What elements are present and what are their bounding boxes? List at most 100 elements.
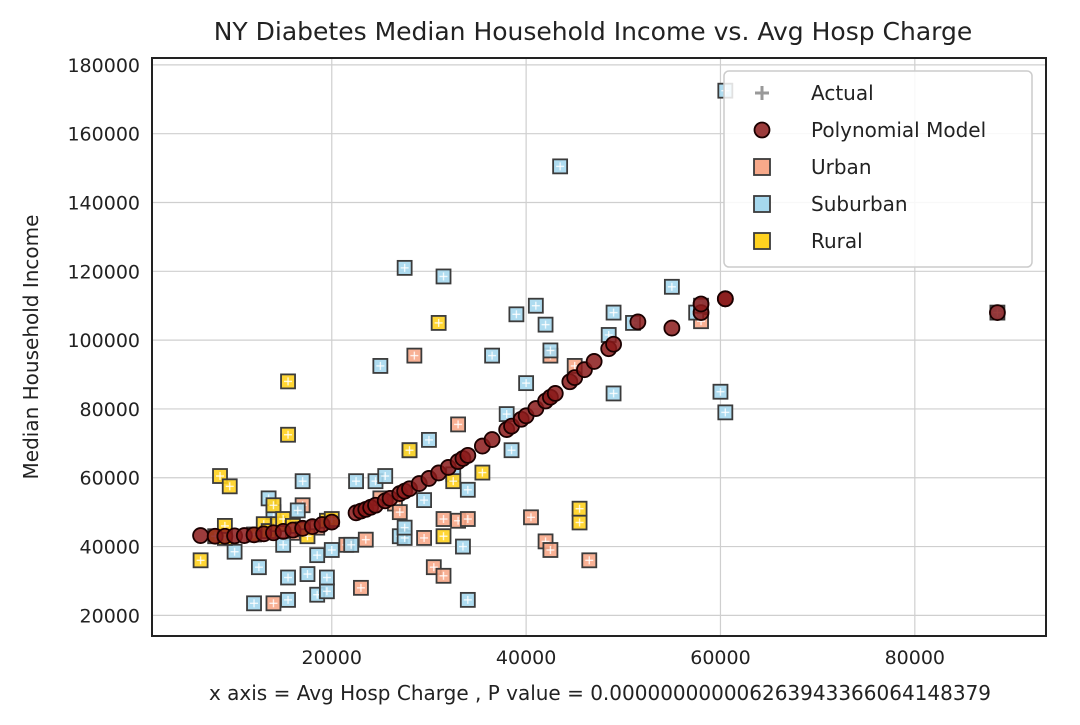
- suburban-point: [343, 536, 360, 553]
- suburban-point: [396, 259, 413, 276]
- model-point: [546, 385, 564, 402]
- suburban-point: [319, 583, 335, 600]
- y-tick-label: 160000: [67, 124, 140, 146]
- plot-frame: [151, 57, 1047, 637]
- y-tick-label: 180000: [67, 55, 140, 77]
- rural-point: [571, 514, 588, 531]
- rural-point: [401, 442, 418, 459]
- model-point: [323, 513, 341, 531]
- model-point: [459, 446, 477, 464]
- urban-point: [265, 595, 282, 612]
- suburban-point: [605, 304, 622, 321]
- suburban-point: [717, 404, 734, 421]
- urban-point: [523, 509, 539, 526]
- legend-marker-suburban: [753, 195, 771, 213]
- model-point: [692, 295, 710, 313]
- rural-point: [474, 464, 491, 481]
- suburban-point: [542, 342, 559, 359]
- rural-point: [445, 473, 462, 490]
- rural-point: [280, 373, 296, 390]
- rural-point: [430, 315, 447, 331]
- urban-point: [353, 579, 369, 596]
- suburban-point: [377, 468, 394, 484]
- urban-point: [416, 530, 432, 546]
- urban-point: [542, 542, 559, 558]
- y-tick-label: 20000: [80, 605, 140, 627]
- suburban-point: [294, 473, 311, 490]
- suburban-point: [459, 481, 476, 498]
- suburban-point: [605, 385, 622, 402]
- suburban-point: [275, 536, 292, 553]
- suburban-point: [508, 306, 525, 323]
- suburban-point: [459, 591, 476, 608]
- y-tick-label: 120000: [67, 261, 140, 283]
- suburban-point: [455, 538, 471, 555]
- suburban-point: [319, 569, 335, 586]
- legend-label: Suburban: [811, 192, 908, 216]
- suburban-point: [416, 492, 432, 509]
- suburban-point: [712, 383, 729, 400]
- suburban-point: [527, 297, 544, 314]
- rural-point: [265, 497, 282, 514]
- suburban-point: [396, 519, 413, 536]
- urban-point: [435, 511, 452, 527]
- urban-point: [357, 531, 374, 548]
- model-point: [483, 431, 501, 448]
- suburban-point: [246, 595, 262, 612]
- suburban-point: [518, 375, 535, 392]
- model-point: [605, 335, 622, 353]
- y-tick-label: 60000: [80, 468, 140, 490]
- rural-point: [571, 500, 588, 517]
- suburban-point: [280, 569, 296, 586]
- suburban-point: [663, 278, 680, 295]
- data-points: [192, 82, 1006, 612]
- suburban-point: [309, 547, 326, 564]
- urban-point: [450, 416, 466, 433]
- suburban-point: [537, 316, 554, 333]
- suburban-point: [280, 591, 296, 608]
- model-point: [716, 290, 734, 308]
- suburban-point: [552, 158, 569, 175]
- model-point: [192, 527, 209, 544]
- suburban-point: [372, 358, 389, 374]
- x-tick-label: 20000: [302, 647, 362, 669]
- suburban-point: [323, 542, 340, 558]
- urban-point: [391, 504, 408, 521]
- legend-marker-model: [753, 121, 771, 139]
- legend-marker-urban: [753, 158, 771, 176]
- legend-label: Urban: [811, 155, 872, 179]
- legend-marker-rural: [753, 232, 771, 250]
- rural-point: [435, 528, 452, 545]
- legend-label: Rural: [811, 229, 863, 253]
- axis-ticks: 20000 40000 60000 80000 20000 40000 60000 80000…: [67, 55, 945, 669]
- legend: Actual Polynomial Model Urban Suburban Rural: [723, 70, 1033, 268]
- y-tick-label: 80000: [80, 399, 140, 421]
- urban-point: [581, 552, 598, 569]
- suburban-point: [348, 473, 364, 490]
- y-tick-label: 100000: [67, 330, 140, 352]
- suburban-point: [435, 268, 452, 285]
- model-point: [629, 313, 647, 331]
- suburban-point: [226, 543, 243, 560]
- model-point: [989, 304, 1006, 321]
- y-axis-label: Median Household Income: [19, 215, 43, 480]
- rural-point: [280, 426, 296, 443]
- x-tick-label: 60000: [690, 647, 750, 669]
- y-tick-label: 140000: [67, 193, 140, 215]
- model-point: [585, 353, 603, 370]
- rural-point: [192, 552, 209, 569]
- suburban-point: [299, 566, 316, 582]
- rural-point: [221, 478, 238, 495]
- urban-point: [435, 567, 452, 584]
- x-tick-label: 40000: [496, 647, 556, 669]
- urban-point: [406, 347, 423, 364]
- legend-label: Polynomial Model: [811, 118, 986, 142]
- legend-label: Actual: [811, 81, 874, 105]
- suburban-point: [250, 559, 267, 576]
- suburban-point: [503, 442, 520, 459]
- suburban-point: [484, 347, 501, 364]
- chart-title: NY Diabetes Median Household Income vs. …: [214, 17, 973, 46]
- model-point: [663, 319, 681, 337]
- legend-marker-actual: [755, 86, 769, 100]
